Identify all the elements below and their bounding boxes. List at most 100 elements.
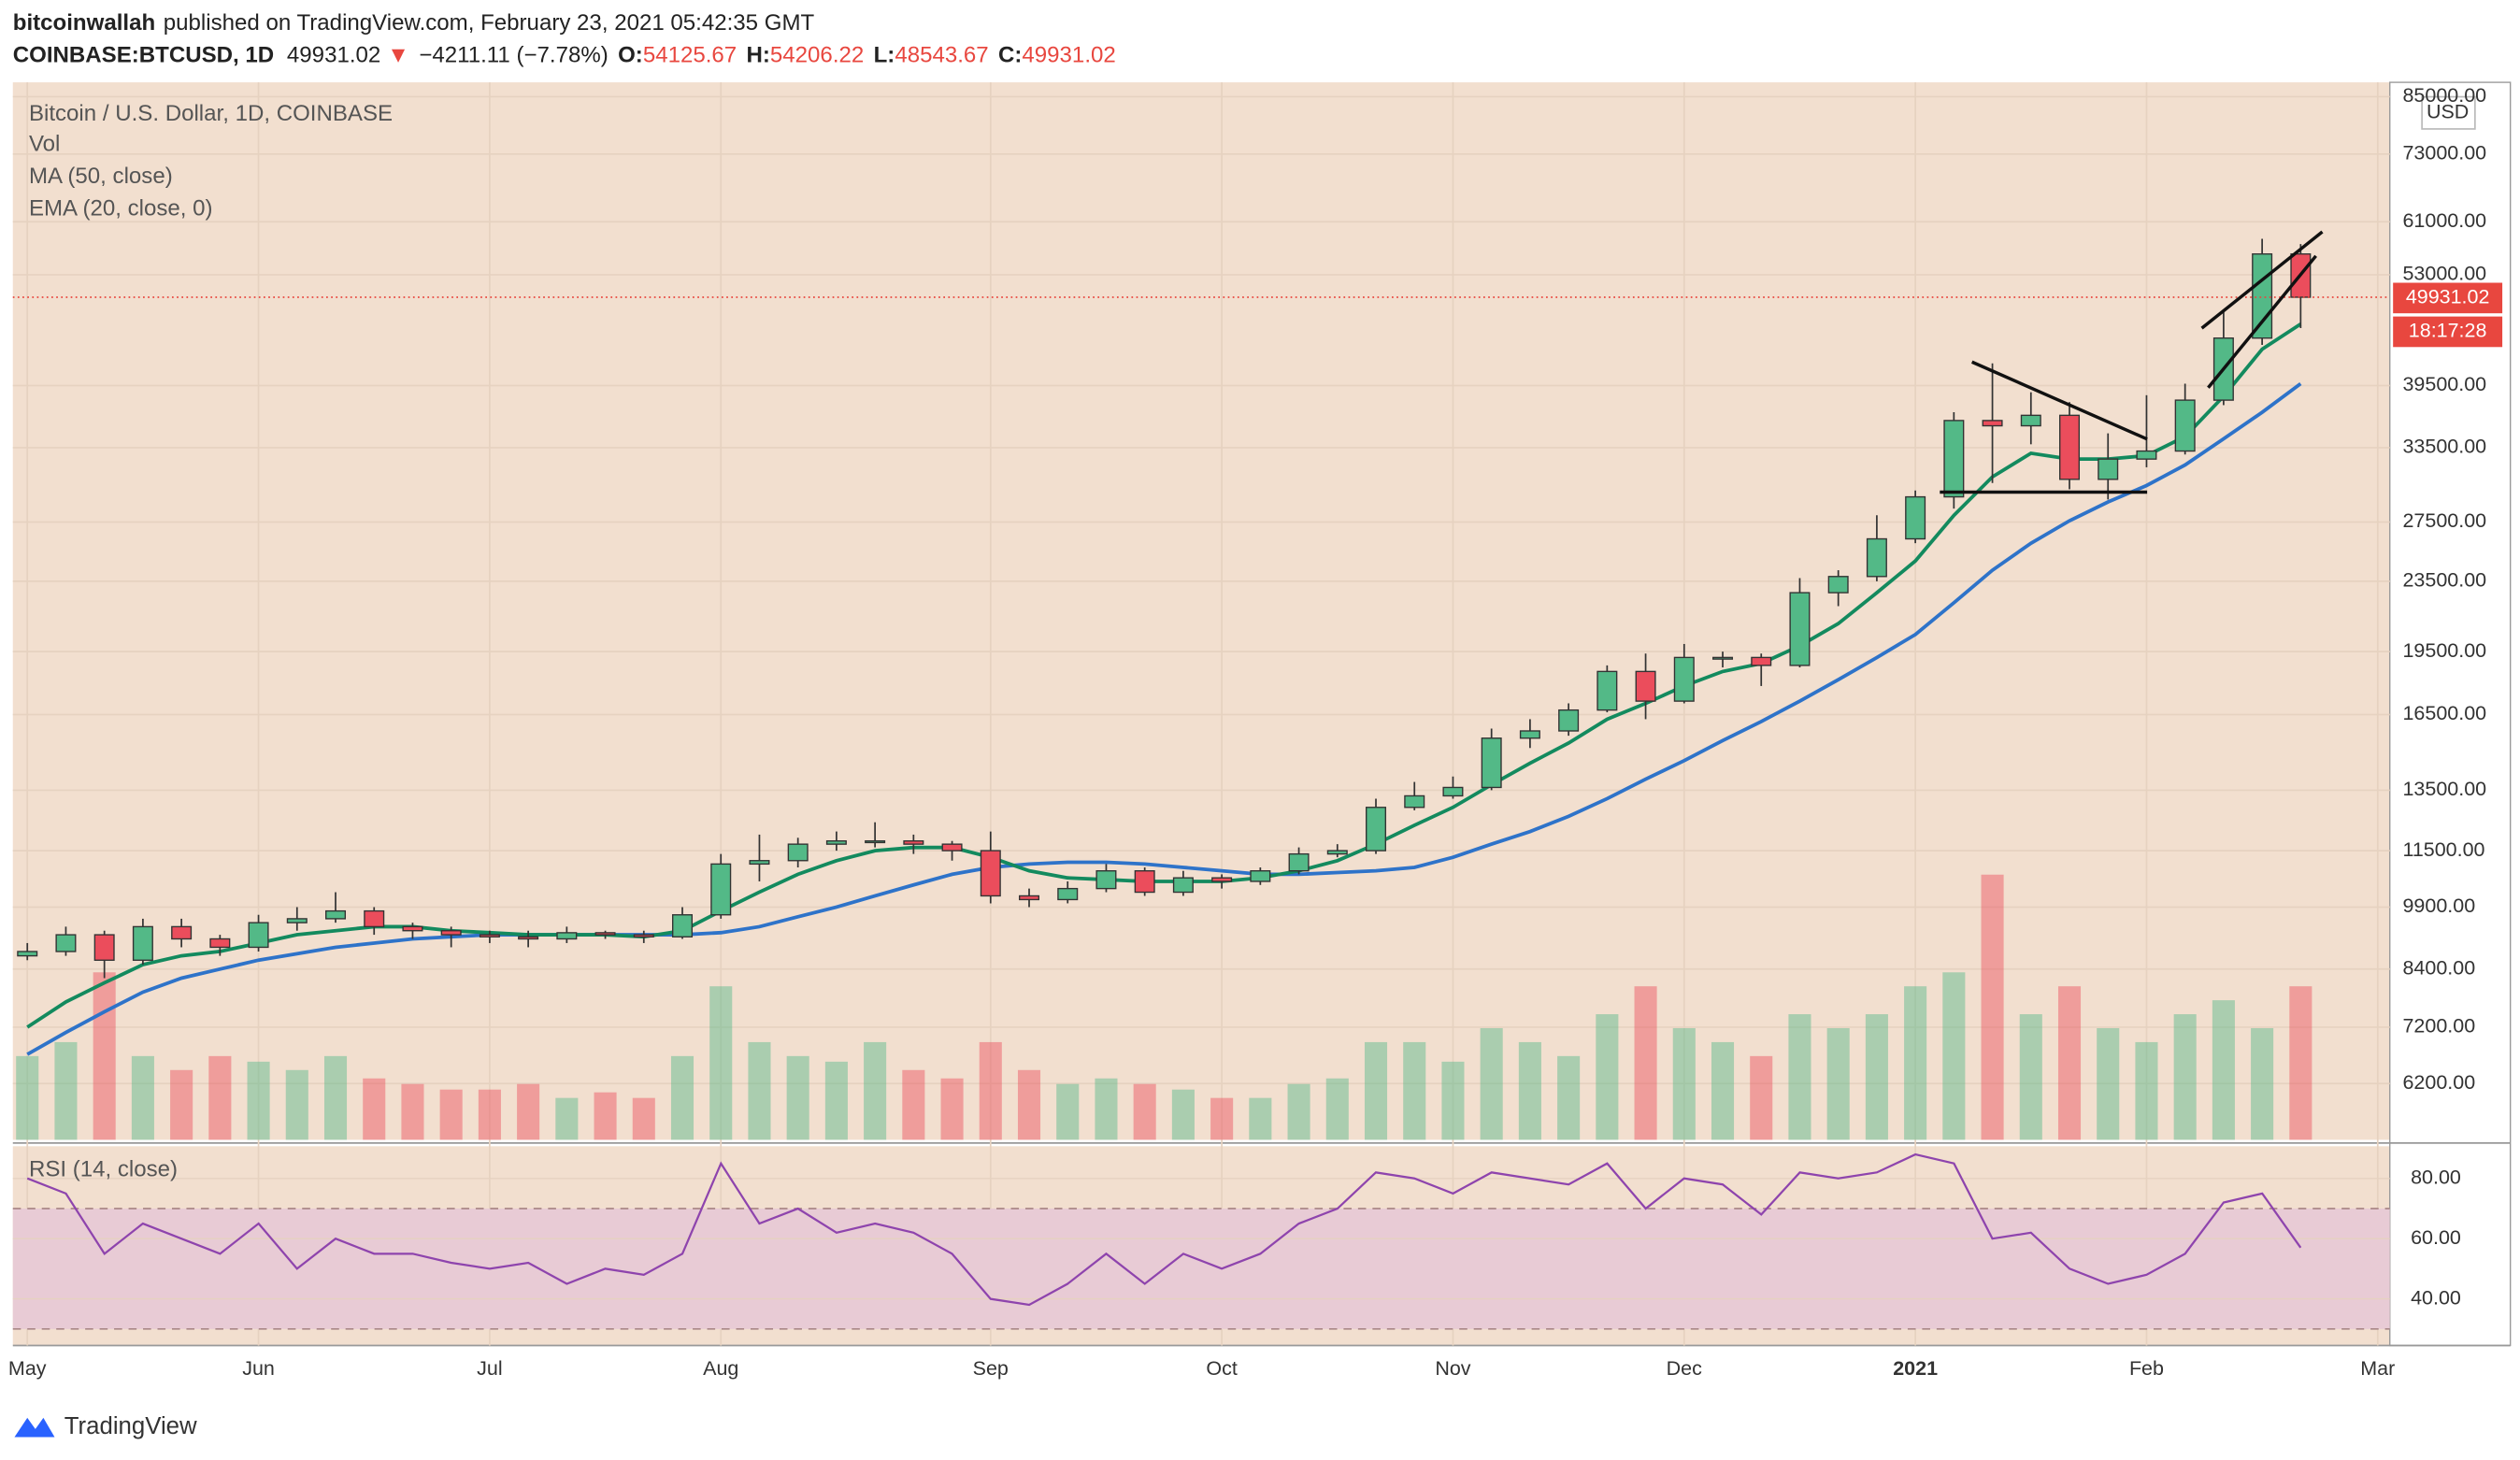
candle-body xyxy=(209,938,231,949)
candle-body xyxy=(2136,450,2157,460)
last-price: 49931.02 xyxy=(287,43,380,68)
y-tick-label: 61000.00 xyxy=(2402,209,2486,232)
ohlc-value: 54125.67 xyxy=(643,43,737,68)
candle-body xyxy=(1134,870,1155,894)
x-tick-label: Nov xyxy=(1435,1357,1470,1380)
volume-bar xyxy=(247,1061,270,1140)
trendline xyxy=(1970,360,2148,441)
candle-body xyxy=(865,840,886,844)
volume-bar xyxy=(439,1089,463,1140)
candle-body xyxy=(633,934,654,938)
y-tick-label: 11500.00 xyxy=(2402,838,2484,861)
volume-bar xyxy=(131,1055,154,1140)
candle-body xyxy=(1172,877,1194,894)
logo-icon xyxy=(14,1417,55,1438)
currency: USD xyxy=(2427,100,2469,122)
y-tick-label: 39500.00 xyxy=(2402,373,2486,395)
volume-bar xyxy=(709,986,733,1140)
y-tick-label: 16500.00 xyxy=(2402,702,2486,724)
candle-body xyxy=(1635,670,1656,702)
ohlc-value: 48543.67 xyxy=(895,43,988,68)
candle-body xyxy=(132,925,153,961)
rsi-label: RSI (14, close) xyxy=(29,1156,178,1181)
volume-bar xyxy=(2135,1041,2158,1140)
candle-body xyxy=(2059,414,2081,480)
series-title: Bitcoin / U.S. Dollar, 1D, COINBASE xyxy=(29,101,393,126)
volume-bar xyxy=(285,1069,308,1140)
ohlc-label: H: xyxy=(747,43,770,68)
candle-body xyxy=(556,932,578,940)
volume-bar xyxy=(786,1055,809,1140)
volume-bar xyxy=(1287,1083,1310,1140)
candle-body xyxy=(325,909,347,920)
volume-bar xyxy=(979,1041,1002,1140)
candle-body xyxy=(1905,495,1926,540)
candle-body xyxy=(440,930,462,936)
volume-bar xyxy=(1634,986,1657,1140)
candle-body xyxy=(594,932,616,936)
candle-body xyxy=(1404,794,1425,809)
y-tick-label: 53000.00 xyxy=(2402,263,2486,285)
volume-bar xyxy=(1210,1097,1234,1140)
candle-body xyxy=(1250,870,1271,882)
price-tag-text: 49931.02 xyxy=(2406,286,2490,308)
volume-bar xyxy=(323,1055,348,1140)
candle-body xyxy=(1057,887,1079,901)
volume-bar xyxy=(1826,1027,1850,1140)
x-tick-label: Jul xyxy=(477,1357,502,1380)
candle-body xyxy=(518,936,539,940)
candle-body xyxy=(787,843,809,862)
volume-bar xyxy=(1249,1097,1272,1140)
countdown-tag xyxy=(2393,316,2503,348)
symbol: COINBASE:BTCUSD, 1D xyxy=(13,43,274,68)
candle-body xyxy=(55,934,77,952)
candle-body xyxy=(672,914,694,938)
plot xyxy=(12,82,2390,1346)
volume-bar xyxy=(2251,1027,2274,1140)
candle-body xyxy=(1789,592,1811,666)
volume-label: Vol xyxy=(29,132,60,157)
candle-body xyxy=(1519,730,1540,739)
volume-bar xyxy=(1672,1027,1696,1140)
volume-bar xyxy=(1788,1014,1811,1140)
ohlc-label: O: xyxy=(618,43,643,68)
volume-bar xyxy=(1171,1089,1195,1140)
y-tick-label: 60.00 xyxy=(2411,1226,2461,1249)
candle-body xyxy=(1596,670,1618,711)
x-tick-label: Jun xyxy=(242,1357,275,1380)
candle-body xyxy=(2174,399,2196,452)
volume-bar xyxy=(1441,1061,1465,1140)
ohlc-value: 54206.22 xyxy=(770,43,864,68)
y-tick-label: 6200.00 xyxy=(2402,1071,2475,1094)
candle-body xyxy=(286,918,308,923)
y-tick-label: 23500.00 xyxy=(2402,569,2486,592)
y-tick-label: 9900.00 xyxy=(2402,895,2475,917)
x-tick-label: Mar xyxy=(2360,1357,2395,1380)
volume-bar xyxy=(555,1097,579,1140)
x-tick-label: Sep xyxy=(973,1357,1009,1380)
candle-body xyxy=(2098,458,2119,480)
candle-body xyxy=(171,925,193,940)
trendlines xyxy=(1940,230,2324,494)
y-tick-label: 8400.00 xyxy=(2402,956,2475,979)
logo: TradingView xyxy=(14,1413,197,1439)
ohlc-label: C: xyxy=(998,43,1022,68)
candle-body xyxy=(1827,576,1849,594)
publish-line: bitcoinwallah published on TradingView.co… xyxy=(13,11,815,36)
volume-bar xyxy=(902,1069,925,1140)
volume-bar xyxy=(1017,1069,1041,1140)
volume-bar xyxy=(1095,1078,1118,1140)
volume-bar xyxy=(1325,1078,1349,1140)
candle-body xyxy=(941,843,963,852)
candle-body xyxy=(364,909,385,928)
volume-bar xyxy=(16,1055,39,1140)
volume-bar xyxy=(864,1041,887,1140)
ohlc-label: L: xyxy=(874,43,895,68)
change-arrow: ▼ xyxy=(387,43,409,68)
legend-entry: EMA (20, close, 0) xyxy=(29,195,213,221)
y-tick-label: 7200.00 xyxy=(2402,1015,2475,1038)
y-tick-label: 85000.00 xyxy=(2402,84,2486,107)
candle-body xyxy=(2252,253,2273,339)
candle-body xyxy=(1866,537,1887,578)
volume-bar xyxy=(1981,874,2004,1140)
